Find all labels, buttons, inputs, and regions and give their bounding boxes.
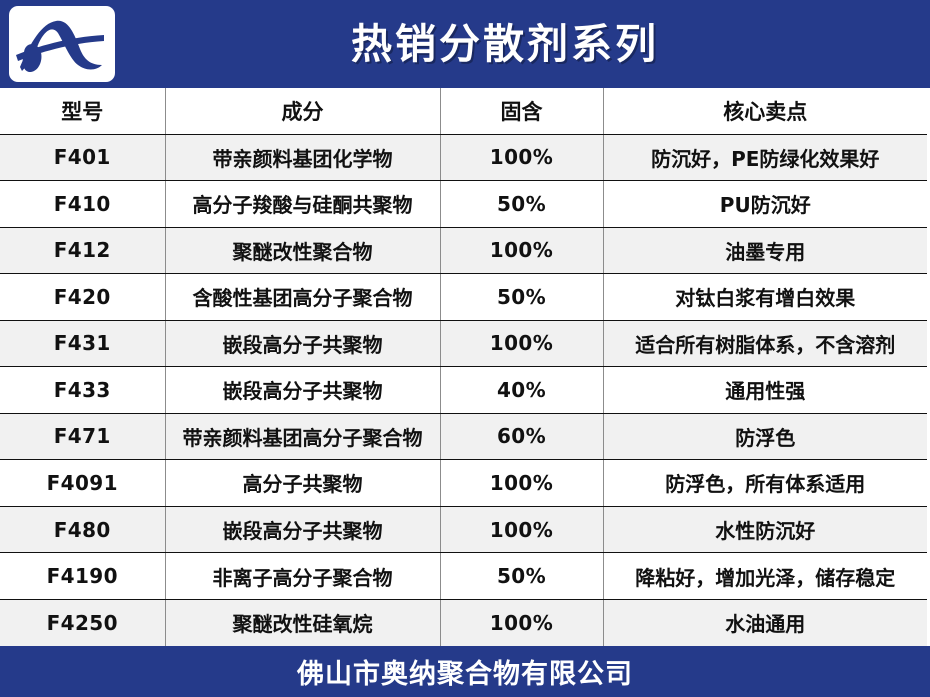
cell-composition: 嵌段高分子共聚物 — [165, 366, 441, 414]
cell-model: F4250 — [0, 599, 166, 646]
cell-solid-content: 100% — [440, 506, 604, 554]
cell-model: F4190 — [0, 552, 166, 600]
table-row: F4091 高分子共聚物 100% 防浮色，所有体系适用 — [0, 459, 927, 507]
cell-composition: 带亲颜料基团化学物 — [165, 134, 441, 182]
table-body: F401 带亲颜料基团化学物 100% 防沉好，PE防绿化效果好 F410 高分… — [0, 134, 927, 646]
cell-model: F420 — [0, 273, 166, 321]
cell-composition: 嵌段高分子共聚物 — [165, 320, 441, 368]
cell-composition: 带亲颜料基团高分子聚合物 — [165, 413, 441, 461]
cell-selling-point: 对钛白浆有增白效果 — [603, 273, 927, 321]
product-table-container: 型号 成分 固含 核心卖点 F401 带亲颜料基团化学物 100% 防沉好，PE… — [0, 88, 930, 646]
cell-model: F471 — [0, 413, 166, 461]
column-header-selling-point: 核心卖点 — [603, 88, 927, 135]
cell-model: F401 — [0, 134, 166, 182]
header-banner: 热销分散剂系列 — [0, 0, 930, 88]
table-row: F480 嵌段高分子共聚物 100% 水性防沉好 — [0, 506, 927, 554]
table-row: F410 高分子羧酸与硅酮共聚物 50% PU防沉好 — [0, 180, 927, 228]
cell-composition: 高分子共聚物 — [165, 459, 441, 507]
cell-solid-content: 50% — [440, 273, 604, 321]
cell-solid-content: 100% — [440, 134, 604, 182]
table-header-row: 型号 成分 固含 核心卖点 — [0, 88, 927, 135]
cell-solid-content: 60% — [440, 413, 604, 461]
table-head: 型号 成分 固含 核心卖点 — [0, 88, 927, 135]
cell-selling-point: 防沉好，PE防绿化效果好 — [603, 134, 927, 182]
table-row: F4250 聚醚改性硅氧烷 100% 水油通用 — [0, 599, 927, 646]
table-row: F431 嵌段高分子共聚物 100% 适合所有树脂体系，不含溶剂 — [0, 320, 927, 368]
cell-composition: 嵌段高分子共聚物 — [165, 506, 441, 554]
cell-composition: 聚醚改性聚合物 — [165, 227, 441, 275]
cell-model: F410 — [0, 180, 166, 228]
cell-solid-content: 100% — [440, 227, 604, 275]
table-row: F401 带亲颜料基团化学物 100% 防沉好，PE防绿化效果好 — [0, 134, 927, 182]
cell-model: F4091 — [0, 459, 166, 507]
cell-solid-content: 100% — [440, 599, 604, 646]
column-header-solid-content: 固含 — [440, 88, 604, 135]
cell-selling-point: 水性防沉好 — [603, 506, 927, 554]
aona-a-logo-icon — [12, 9, 112, 79]
cell-selling-point: 降粘好，增加光泽，储存稳定 — [603, 552, 927, 600]
cell-selling-point: 油墨专用 — [603, 227, 927, 275]
cell-model: F433 — [0, 366, 166, 414]
table-row: F433 嵌段高分子共聚物 40% 通用性强 — [0, 366, 927, 414]
cell-composition: 高分子羧酸与硅酮共聚物 — [165, 180, 441, 228]
cell-composition: 非离子高分子聚合物 — [165, 552, 441, 600]
cell-solid-content: 50% — [440, 552, 604, 600]
cell-model: F431 — [0, 320, 166, 368]
company-logo — [9, 6, 115, 82]
page-title: 热销分散剂系列 — [351, 20, 659, 68]
column-header-composition: 成分 — [165, 88, 441, 135]
cell-composition: 含酸性基团高分子聚合物 — [165, 273, 441, 321]
product-table: 型号 成分 固含 核心卖点 F401 带亲颜料基团化学物 100% 防沉好，PE… — [0, 88, 927, 646]
company-name: 佛山市奥纳聚合物有限公司 — [297, 659, 633, 690]
cell-selling-point: 适合所有树脂体系，不含溶剂 — [603, 320, 927, 368]
column-header-model: 型号 — [0, 88, 166, 135]
cell-selling-point: PU防沉好 — [603, 180, 927, 228]
table-row: F412 聚醚改性聚合物 100% 油墨专用 — [0, 227, 927, 275]
table-row: F471 带亲颜料基团高分子聚合物 60% 防浮色 — [0, 413, 927, 461]
cell-selling-point: 水油通用 — [603, 599, 927, 646]
cell-solid-content: 100% — [440, 320, 604, 368]
footer-banner: 佛山市奥纳聚合物有限公司 — [0, 646, 930, 697]
cell-selling-point: 防浮色 — [603, 413, 927, 461]
cell-model: F480 — [0, 506, 166, 554]
table-row: F420 含酸性基团高分子聚合物 50% 对钛白浆有增白效果 — [0, 273, 927, 321]
cell-solid-content: 50% — [440, 180, 604, 228]
table-row: F4190 非离子高分子聚合物 50% 降粘好，增加光泽，储存稳定 — [0, 552, 927, 600]
cell-composition: 聚醚改性硅氧烷 — [165, 599, 441, 646]
cell-selling-point: 防浮色，所有体系适用 — [603, 459, 927, 507]
cell-solid-content: 40% — [440, 366, 604, 414]
cell-model: F412 — [0, 227, 166, 275]
cell-selling-point: 通用性强 — [603, 366, 927, 414]
cell-solid-content: 100% — [440, 459, 604, 507]
